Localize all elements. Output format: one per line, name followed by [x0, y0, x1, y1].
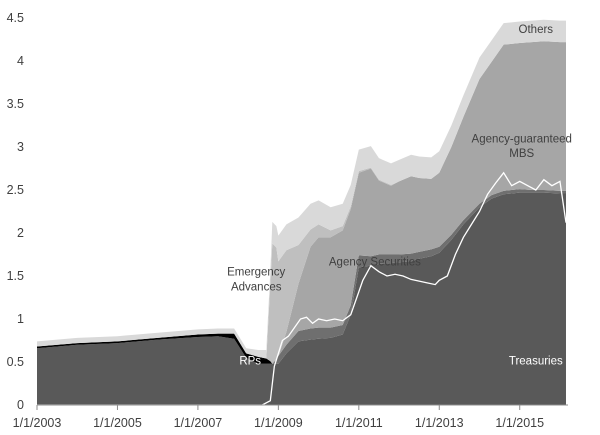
x-axis: 1/1/2003 1/1/2005 1/1/2007 1/1/2009 1/1/2011… [13, 404, 568, 430]
annotation-label: Treasuries [509, 355, 563, 367]
y-tick-label: 0.5 [7, 355, 24, 369]
x-tick-label: 1/1/2009 [254, 416, 303, 430]
y-tick-label: 2 [17, 226, 24, 240]
series-area-agency-guaranteed-mbs [37, 41, 566, 364]
y-tick-label: 3.5 [7, 97, 24, 111]
y-tick-label: 1.5 [7, 269, 24, 283]
y-tick-label: 1 [17, 312, 24, 326]
x-tick-label: 1/1/2013 [415, 416, 464, 430]
x-tick-label: 1/1/2015 [495, 416, 544, 430]
annotations: Others Agency-guaranteed MBS Emergency Advan… [227, 24, 572, 367]
annotation-label: Agency Securities [329, 256, 421, 268]
annotation-label: MBS [509, 148, 534, 160]
y-tick-label: 4.5 [7, 11, 24, 25]
annotation-label: Emergency [227, 267, 285, 279]
y-tick-label: 3 [17, 140, 24, 154]
y-axis: 0 0.5 1 1.5 2 2.5 3 3.5 4 4.5 [7, 11, 24, 412]
overlay-line-layer [37, 171, 567, 406]
annotation-label: Agency-guaranteed [472, 133, 572, 145]
y-tick-label: 4 [17, 54, 24, 68]
y-tick-label: 2.5 [7, 183, 24, 197]
annotation-label: Advances [231, 281, 282, 293]
annotation-label: Others [519, 24, 554, 36]
x-tick-label: 1/1/2011 [335, 416, 383, 430]
x-tick-label: 1/1/2005 [93, 416, 142, 430]
annotation-label: RPs [239, 355, 261, 367]
x-tick-label: 1/1/2007 [174, 416, 223, 430]
y-tick-label: 0 [17, 398, 24, 412]
series-area-treasuries [37, 192, 566, 405]
x-tick-label: 1/1/2003 [13, 416, 62, 430]
overlay-line [37, 171, 567, 406]
stacked-areas [37, 19, 566, 405]
